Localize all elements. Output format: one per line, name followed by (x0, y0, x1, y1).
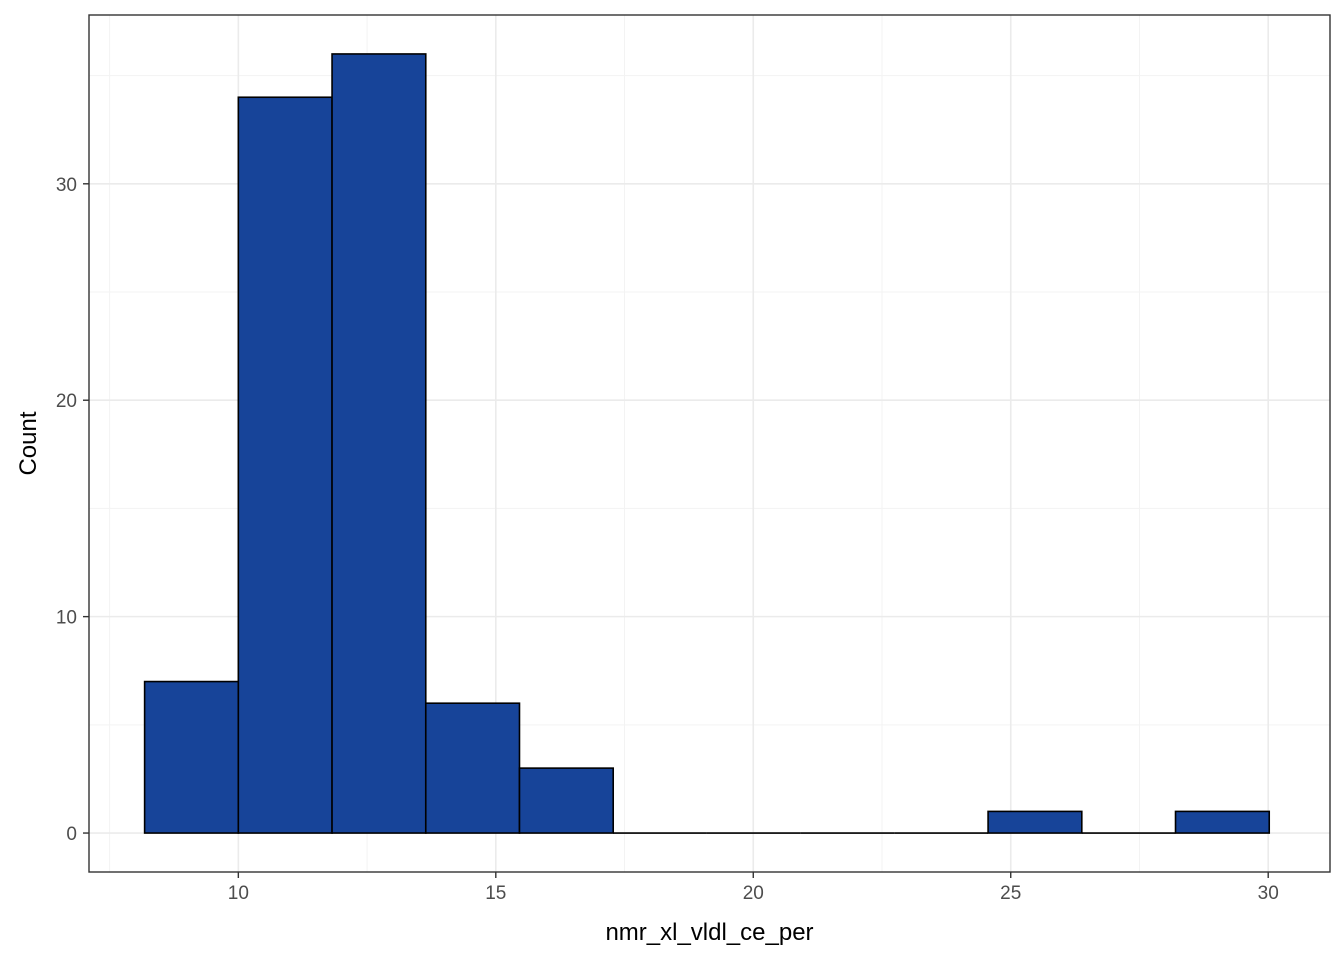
x-tick-label: 10 (228, 883, 249, 904)
y-axis-ticks: 0 10 20 30 (56, 175, 89, 845)
y-tick-label: 0 (66, 824, 77, 845)
x-axis-ticks: 10 15 20 25 30 (228, 872, 1279, 904)
histogram-bar (424, 702, 521, 834)
histogram-bar (237, 96, 333, 834)
x-tick-label: 20 (743, 883, 764, 904)
histogram-bars (143, 53, 1271, 834)
x-axis-title: nmr_xl_vldl_ce_per (605, 919, 813, 946)
histogram-bar (143, 680, 240, 834)
histogram-bar (987, 810, 1083, 834)
y-tick-label: 30 (56, 175, 77, 196)
histogram-bar (518, 767, 615, 834)
panel-border (88, 14, 1331, 873)
histogram-bar (1174, 810, 1271, 834)
x-tick-label: 30 (1258, 883, 1279, 904)
y-tick-label: 10 (56, 608, 77, 629)
y-axis-title: Count (15, 411, 42, 475)
y-tick-label: 20 (56, 391, 77, 412)
x-tick-label: 15 (485, 883, 506, 904)
histogram-bar (331, 53, 427, 834)
x-tick-label: 25 (1000, 883, 1021, 904)
